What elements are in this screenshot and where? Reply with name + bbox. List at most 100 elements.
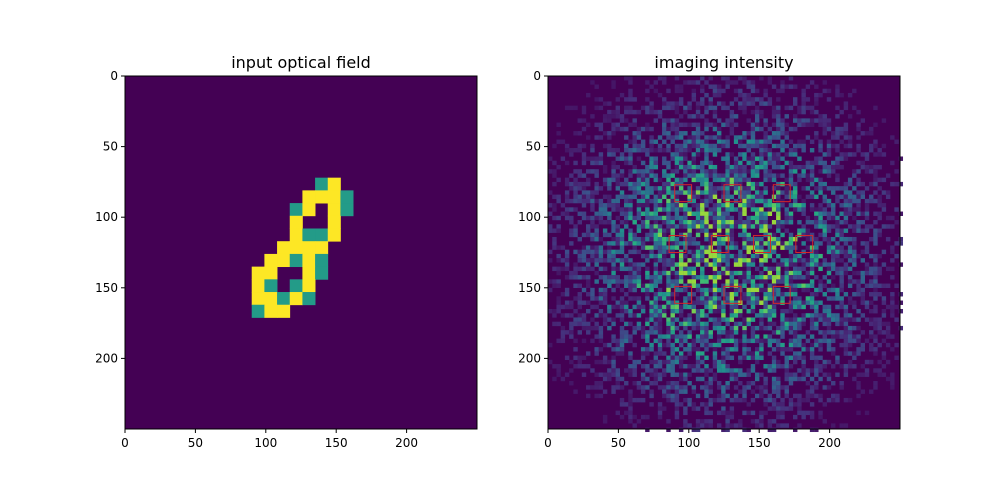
speckle-pixel: [746, 355, 751, 361]
speckle-pixel: [586, 279, 591, 284]
speckle-pixel: [704, 287, 709, 293]
speckle-pixel: [852, 258, 857, 263]
speckle-pixel: [670, 393, 675, 399]
speckle-pixel: [771, 245, 777, 250]
speckle-pixel: [839, 236, 844, 242]
digit-pixel: [277, 253, 291, 268]
speckle-pixel: [687, 190, 692, 195]
speckle-pixel: [649, 380, 654, 386]
speckle-pixel: [691, 97, 697, 102]
speckle-pixel: [590, 224, 595, 229]
speckle-pixel: [788, 258, 794, 263]
speckle-pixel: [890, 308, 895, 314]
speckle-pixel: [805, 84, 811, 89]
speckle-pixel: [670, 139, 675, 144]
speckle-pixel: [767, 173, 773, 178]
speckle-pixel: [721, 364, 726, 369]
speckle-pixel: [569, 232, 574, 238]
speckle-pixel: [577, 321, 582, 327]
speckle-pixel: [683, 266, 688, 272]
speckle-pixel: [548, 258, 553, 263]
speckle-pixel: [590, 114, 595, 119]
speckle-pixel: [721, 406, 726, 411]
speckle-pixel: [640, 220, 646, 225]
speckle-pixel: [763, 122, 768, 128]
speckle-pixel: [708, 76, 713, 81]
speckle-pixel: [885, 342, 891, 348]
speckle-pixel: [843, 241, 849, 246]
speckle-pixel: [657, 190, 663, 195]
speckle-pixel: [843, 330, 849, 335]
speckle-pixel: [869, 131, 874, 136]
speckle-pixel: [873, 334, 878, 339]
speckle-pixel: [577, 283, 582, 288]
speckle-pixel: [792, 427, 798, 433]
speckle-pixel: [602, 258, 608, 263]
speckle-pixel: [843, 368, 849, 373]
speckle-pixel: [640, 190, 646, 195]
speckle-pixel: [594, 190, 599, 195]
speckle-pixel: [678, 342, 684, 348]
speckle-pixel: [611, 131, 616, 136]
speckle-pixel: [873, 236, 878, 242]
speckle-pixel: [670, 313, 675, 318]
speckle-pixel: [649, 368, 654, 373]
speckle-pixel: [733, 270, 739, 276]
speckle-pixel: [691, 368, 697, 373]
speckle-pixel: [797, 402, 802, 407]
speckle-pixel: [809, 414, 815, 420]
speckle-pixel: [873, 266, 878, 272]
speckle-pixel: [822, 304, 827, 310]
speckle-pixel: [666, 190, 671, 195]
speckle-pixel: [581, 300, 587, 305]
speckle-pixel: [826, 308, 832, 314]
speckle-pixel: [590, 169, 595, 174]
speckle-pixel: [569, 220, 574, 225]
speckle-pixel: [898, 181, 904, 187]
speckle-pixel: [700, 270, 705, 276]
speckle-pixel: [721, 325, 726, 331]
speckle-pixel: [805, 368, 811, 373]
speckle-pixel: [674, 347, 680, 352]
speckle-pixel: [602, 275, 608, 280]
speckle-pixel: [615, 228, 621, 233]
speckle-pixel: [678, 207, 684, 212]
speckle-pixel: [586, 351, 591, 356]
speckle-pixel: [797, 139, 802, 144]
speckle-pixel: [780, 330, 785, 335]
speckle-pixel: [860, 190, 865, 195]
speckle-pixel: [894, 317, 899, 322]
speckle-pixel: [788, 245, 794, 250]
speckle-pixel: [700, 228, 705, 233]
speckle-pixel: [657, 232, 663, 238]
speckle-pixel: [645, 88, 650, 94]
speckle-pixel: [611, 198, 616, 204]
speckle-pixel: [763, 258, 768, 263]
speckle-pixel: [666, 338, 671, 344]
speckle-pixel: [716, 262, 722, 267]
speckle-pixel: [754, 207, 760, 212]
speckle-pixel: [721, 410, 726, 416]
speckle-pixel: [831, 330, 836, 335]
speckle-pixel: [809, 270, 815, 276]
speckle-pixel: [843, 364, 849, 369]
speckle-pixel: [619, 304, 625, 310]
speckle-pixel: [628, 355, 633, 361]
speckle-pixel: [691, 135, 697, 140]
speckle-pixel: [674, 194, 680, 200]
speckle-pixel: [632, 266, 637, 272]
speckle-pixel: [704, 342, 709, 348]
speckle-pixel: [695, 317, 701, 322]
speckle-pixel: [666, 203, 671, 208]
speckle-pixel: [619, 402, 625, 407]
speckle-pixel: [847, 194, 853, 200]
speckle-pixel: [628, 275, 633, 280]
speckle-pixel: [611, 84, 616, 89]
speckle-pixel: [788, 270, 794, 276]
speckle-pixel: [716, 275, 722, 280]
speckle-pixel: [649, 372, 654, 377]
speckle-pixel: [556, 253, 561, 259]
speckle-pixel: [729, 410, 735, 416]
speckle-pixel: [577, 211, 582, 216]
speckle-pixel: [847, 300, 853, 305]
